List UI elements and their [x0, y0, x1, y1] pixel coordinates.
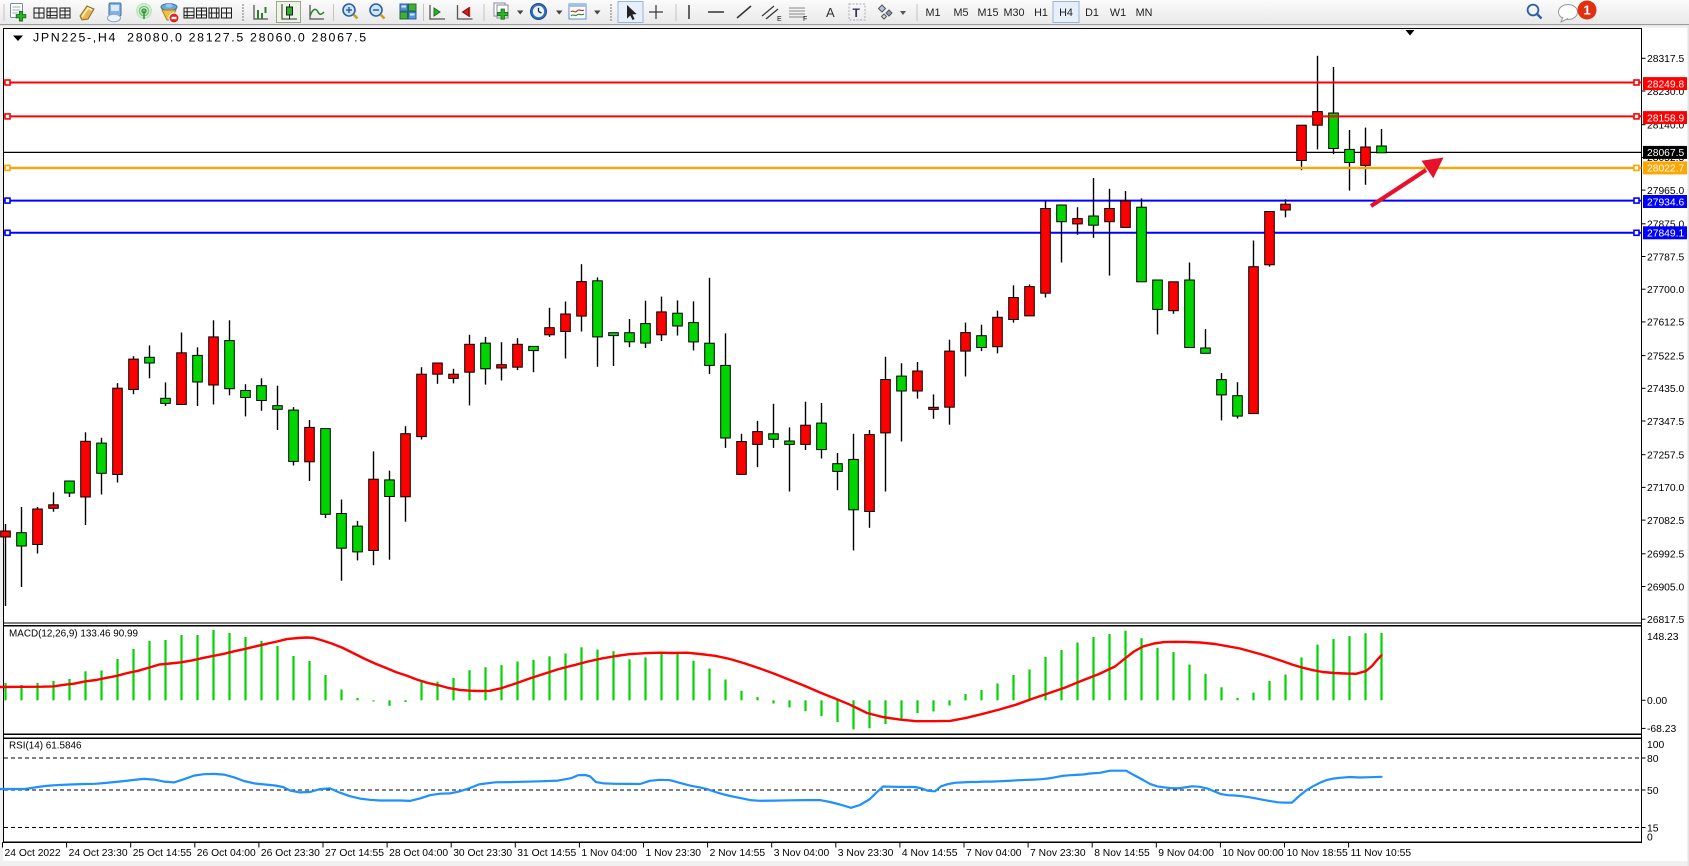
svg-text:10 Nov 00:00: 10 Nov 00:00: [1222, 848, 1284, 859]
svg-text:100: 100: [1647, 740, 1664, 751]
svg-text:1 Nov 23:30: 1 Nov 23:30: [646, 848, 702, 859]
svg-text:1: 1: [1583, 3, 1590, 18]
svg-text:0: 0: [1647, 832, 1653, 843]
svg-text:A: A: [826, 5, 835, 20]
svg-text:M5: M5: [954, 7, 969, 19]
svg-text:11 Nov 10:55: 11 Nov 10:55: [1351, 848, 1412, 859]
svg-text:E: E: [777, 16, 782, 23]
svg-text:28 Oct 04:00: 28 Oct 04:00: [389, 848, 448, 859]
svg-text:10 Nov 18:55: 10 Nov 18:55: [1287, 848, 1349, 859]
svg-text:9 Nov 04:00: 9 Nov 04:00: [1158, 848, 1214, 859]
svg-text:30 Oct 23:30: 30 Oct 23:30: [453, 848, 512, 859]
svg-text:M15: M15: [977, 7, 998, 19]
svg-text:H4: H4: [1059, 7, 1073, 19]
svg-text:T: T: [853, 6, 861, 20]
svg-text:27849.1: 27849.1: [1647, 229, 1684, 240]
svg-text:7 Nov 04:00: 7 Nov 04:00: [966, 848, 1022, 859]
svg-text:27612.5: 27612.5: [1647, 318, 1684, 329]
svg-text:26817.5: 26817.5: [1647, 615, 1684, 626]
svg-text:0.00: 0.00: [1647, 696, 1667, 707]
svg-text:28067.5: 28067.5: [1647, 148, 1684, 159]
svg-text:27347.5: 27347.5: [1647, 417, 1684, 428]
svg-text:24 Oct 23:30: 24 Oct 23:30: [69, 848, 128, 859]
svg-text:RSI(14) 61.5846: RSI(14) 61.5846: [9, 740, 82, 751]
svg-text:3 Nov 04:00: 3 Nov 04:00: [774, 848, 830, 859]
svg-text:27435.0: 27435.0: [1647, 384, 1684, 395]
svg-text:27 Oct 14:55: 27 Oct 14:55: [325, 848, 384, 859]
svg-text:26992.5: 26992.5: [1647, 550, 1684, 561]
svg-text:27522.5: 27522.5: [1647, 351, 1684, 362]
svg-text:27875.0: 27875.0: [1647, 220, 1684, 231]
svg-text:31 Oct 14:55: 31 Oct 14:55: [517, 848, 576, 859]
svg-text:27082.5: 27082.5: [1647, 516, 1684, 527]
svg-text:1 Nov 04:00: 1 Nov 04:00: [581, 848, 637, 859]
svg-text:26 Oct 04:00: 26 Oct 04:00: [197, 848, 256, 859]
svg-text:M1: M1: [926, 7, 941, 19]
svg-text:M30: M30: [1003, 7, 1024, 19]
svg-text:28140.0: 28140.0: [1647, 121, 1684, 132]
svg-text:28158.9: 28158.9: [1647, 113, 1684, 124]
svg-text:H1: H1: [1034, 7, 1048, 19]
svg-text:3 Nov 23:30: 3 Nov 23:30: [838, 848, 894, 859]
svg-text:8 Nov 14:55: 8 Nov 14:55: [1094, 848, 1150, 859]
svg-text:27257.5: 27257.5: [1647, 451, 1684, 462]
svg-text:27934.6: 27934.6: [1647, 197, 1684, 208]
svg-text:4 Nov 14:55: 4 Nov 14:55: [902, 848, 958, 859]
svg-text:28230.0: 28230.0: [1647, 87, 1684, 98]
svg-text:26905.0: 26905.0: [1647, 582, 1684, 593]
svg-text:7 Nov 23:30: 7 Nov 23:30: [1030, 848, 1086, 859]
svg-text:80: 80: [1647, 754, 1659, 765]
svg-text:27787.5: 27787.5: [1647, 252, 1684, 263]
svg-text:W1: W1: [1110, 7, 1126, 19]
svg-text:24 Oct 2022: 24 Oct 2022: [5, 848, 61, 859]
svg-text:D1: D1: [1085, 7, 1099, 19]
svg-text:28317.5: 28317.5: [1647, 54, 1684, 65]
svg-text:27700.0: 27700.0: [1647, 285, 1684, 296]
svg-text:28022.7: 28022.7: [1647, 164, 1684, 175]
svg-text:-68.23: -68.23: [1647, 724, 1676, 735]
svg-text:MACD(12,26,9) 133.46 90.99: MACD(12,26,9) 133.46 90.99: [9, 628, 139, 639]
svg-text:27965.0: 27965.0: [1647, 186, 1684, 197]
svg-text:15: 15: [1647, 823, 1659, 834]
svg-text:2 Nov 14:55: 2 Nov 14:55: [710, 848, 766, 859]
svg-text:25 Oct 14:55: 25 Oct 14:55: [133, 848, 192, 859]
svg-text:148.23: 148.23: [1647, 632, 1679, 643]
svg-text:JPN225-,H4 28080.0 28127.5 28: JPN225-,H4 28080.0 28127.5 28060.0 28067…: [33, 31, 368, 45]
svg-text:27170.0: 27170.0: [1647, 483, 1684, 494]
svg-text:MN: MN: [1136, 7, 1153, 19]
svg-text:26 Oct 23:30: 26 Oct 23:30: [261, 848, 320, 859]
svg-text:28249.8: 28249.8: [1647, 79, 1684, 90]
svg-text:50: 50: [1647, 786, 1659, 797]
svg-text:F: F: [803, 16, 807, 23]
